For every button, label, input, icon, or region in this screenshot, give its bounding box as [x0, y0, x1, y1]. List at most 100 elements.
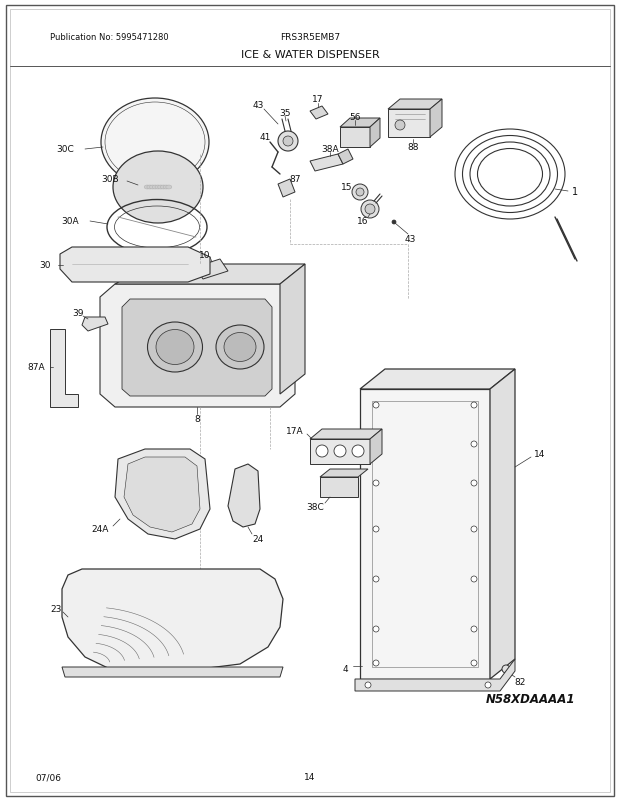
Text: 35: 35: [279, 108, 291, 117]
Circle shape: [373, 480, 379, 486]
Text: 30B: 30B: [101, 176, 119, 184]
Text: 17A: 17A: [286, 427, 304, 436]
Text: 82: 82: [515, 678, 526, 687]
Text: 24A: 24A: [91, 525, 108, 534]
Text: ICE & WATER DISPENSER: ICE & WATER DISPENSER: [241, 50, 379, 60]
Circle shape: [334, 445, 346, 457]
Ellipse shape: [101, 99, 209, 187]
Text: 4: 4: [342, 665, 348, 674]
Circle shape: [485, 683, 491, 688]
Polygon shape: [82, 318, 108, 331]
Polygon shape: [370, 119, 380, 148]
Polygon shape: [338, 150, 353, 164]
Circle shape: [278, 132, 298, 152]
Text: 38C: 38C: [306, 503, 324, 512]
Circle shape: [365, 205, 375, 215]
Text: 24: 24: [252, 535, 264, 544]
Circle shape: [365, 683, 371, 688]
Text: 23: 23: [50, 605, 61, 614]
Circle shape: [392, 221, 396, 225]
Circle shape: [373, 626, 379, 632]
Circle shape: [373, 526, 379, 533]
Text: 15: 15: [341, 182, 353, 191]
Text: 17: 17: [312, 95, 324, 104]
Ellipse shape: [156, 330, 194, 365]
Text: Publication No: 5995471280: Publication No: 5995471280: [50, 32, 169, 42]
Circle shape: [352, 445, 364, 457]
Circle shape: [471, 403, 477, 408]
Ellipse shape: [147, 186, 153, 190]
Polygon shape: [62, 569, 283, 669]
Polygon shape: [360, 370, 515, 390]
Ellipse shape: [149, 186, 156, 190]
Polygon shape: [280, 265, 305, 395]
Ellipse shape: [148, 322, 203, 373]
Polygon shape: [228, 464, 260, 528]
Polygon shape: [62, 667, 283, 677]
Circle shape: [395, 121, 405, 131]
Polygon shape: [388, 100, 442, 110]
Polygon shape: [195, 260, 228, 280]
Text: 30: 30: [39, 261, 51, 270]
Text: 87: 87: [290, 176, 301, 184]
Circle shape: [502, 665, 510, 673]
Text: 8: 8: [194, 415, 200, 424]
Text: 07/06: 07/06: [35, 772, 61, 781]
Text: 30C: 30C: [56, 145, 74, 154]
Text: 14: 14: [534, 450, 546, 459]
Circle shape: [373, 403, 379, 408]
Text: 30A: 30A: [61, 217, 79, 226]
Circle shape: [471, 577, 477, 582]
Text: 43: 43: [252, 100, 264, 109]
Text: 43: 43: [404, 235, 415, 244]
Ellipse shape: [161, 186, 166, 190]
Polygon shape: [115, 265, 305, 285]
Text: 41: 41: [259, 132, 271, 141]
Ellipse shape: [155, 186, 161, 190]
Text: 14: 14: [304, 772, 316, 781]
Circle shape: [471, 526, 477, 533]
Circle shape: [471, 480, 477, 486]
Circle shape: [373, 577, 379, 582]
Polygon shape: [388, 110, 430, 138]
Polygon shape: [370, 429, 382, 464]
Ellipse shape: [153, 186, 158, 190]
Polygon shape: [430, 100, 442, 138]
Polygon shape: [490, 370, 515, 679]
Polygon shape: [124, 457, 200, 533]
Text: 1: 1: [572, 187, 578, 196]
Circle shape: [373, 441, 379, 448]
Circle shape: [373, 660, 379, 666]
Text: 39: 39: [73, 309, 84, 318]
Circle shape: [471, 626, 477, 632]
Polygon shape: [310, 439, 370, 464]
Text: N58XDAAAA1: N58XDAAAA1: [485, 693, 575, 706]
Polygon shape: [320, 469, 368, 477]
Text: 16: 16: [357, 217, 369, 226]
Text: 38A: 38A: [321, 144, 339, 153]
Circle shape: [283, 137, 293, 147]
Circle shape: [316, 445, 328, 457]
Polygon shape: [122, 300, 272, 396]
Circle shape: [356, 188, 364, 196]
Ellipse shape: [144, 186, 150, 190]
Polygon shape: [340, 119, 380, 128]
Polygon shape: [310, 107, 328, 119]
Circle shape: [361, 200, 379, 219]
Polygon shape: [60, 248, 210, 282]
Polygon shape: [278, 180, 295, 198]
Text: FRS3R5EMB7: FRS3R5EMB7: [280, 32, 340, 42]
Ellipse shape: [216, 326, 264, 370]
Polygon shape: [310, 429, 382, 439]
Text: 88: 88: [407, 144, 419, 152]
Ellipse shape: [163, 186, 169, 190]
Polygon shape: [320, 477, 358, 497]
Polygon shape: [115, 449, 210, 539]
Text: 56: 56: [349, 112, 361, 121]
Circle shape: [471, 441, 477, 448]
Polygon shape: [50, 330, 78, 407]
Circle shape: [471, 660, 477, 666]
Text: 87A: 87A: [27, 363, 45, 372]
Polygon shape: [310, 155, 343, 172]
Polygon shape: [100, 285, 295, 407]
